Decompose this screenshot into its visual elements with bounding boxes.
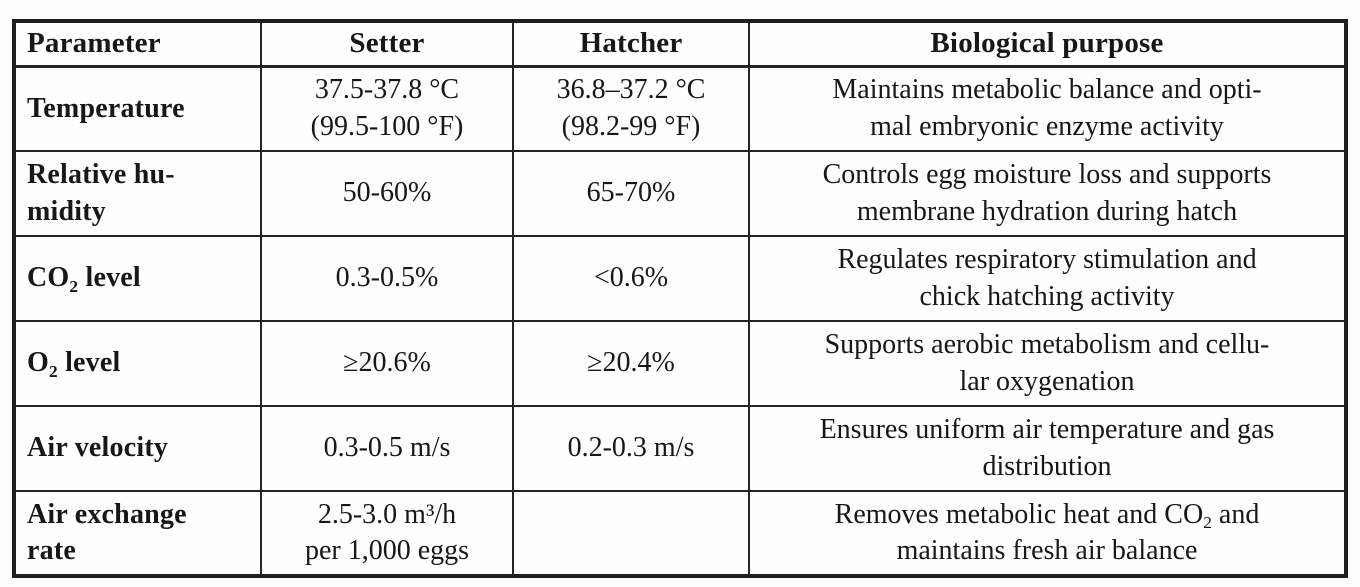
cell-hatcher: ≥20.4% [512,320,750,407]
header-row: Parameter Setter Hatcher Biological purp… [13,20,1347,68]
cell-hatcher: <0.6% [512,235,750,322]
cell-hatcher: 65-70% [512,150,750,237]
cell-parameter: CO2 level [13,235,262,322]
table-row: CO2 level 0.3-0.5% <0.6% Regulates respi… [13,235,1347,322]
cell-biological-purpose: Regulates respiratory stimulation and ch… [748,235,1347,322]
table-row: O2 level ≥20.6% ≥20.4% Supports aerobic … [13,320,1347,407]
cell-setter: 2.5-3.0 m³/h per 1,000 eggs [260,490,514,577]
column-header-setter: Setter [260,20,514,68]
cell-hatcher: 36.8–37.2 °C (98.2-99 °F) [512,65,750,152]
cell-biological-purpose: Supports aerobic metabolism and cellu- l… [748,320,1347,407]
cell-parameter: Temperature [13,65,262,152]
cell-parameter: O2 level [13,320,262,407]
cell-biological-purpose: Ensures uniform air temperature and gas … [748,405,1347,492]
table-row: Air velocity 0.3-0.5 m/s 0.2-0.3 m/s Ens… [13,405,1347,492]
column-header-hatcher: Hatcher [512,20,750,68]
cell-setter: ≥20.6% [260,320,514,407]
table-row: Air exchange rate 2.5-3.0 m³/h per 1,000… [13,490,1347,577]
cell-setter: 0.3-0.5% [260,235,514,322]
cell-setter: 50-60% [260,150,514,237]
cell-setter: 37.5-37.8 °C (99.5-100 °F) [260,65,514,152]
cell-biological-purpose: Removes metabolic heat and CO2 and maint… [748,490,1347,577]
incubation-parameters-table: Parameter Setter Hatcher Biological purp… [12,19,1348,578]
cell-parameter: Air velocity [13,405,262,492]
table-row: Temperature 37.5-37.8 °C (99.5-100 °F) 3… [13,65,1347,152]
cell-hatcher: 0.2-0.3 m/s [512,405,750,492]
table-row: Relative hu- midity 50-60% 65-70% Contro… [13,150,1347,237]
cell-biological-purpose: Controls egg moisture loss and supports … [748,150,1347,237]
table-header: Parameter Setter Hatcher Biological purp… [13,20,1347,68]
cell-hatcher [512,490,750,577]
table-body: Temperature 37.5-37.8 °C (99.5-100 °F) 3… [13,65,1347,577]
column-header-biological-purpose: Biological purpose [748,20,1347,68]
column-header-parameter: Parameter [13,20,262,68]
cell-parameter: Relative hu- midity [13,150,262,237]
cell-parameter: Air exchange rate [13,490,262,577]
cell-setter: 0.3-0.5 m/s [260,405,514,492]
cell-biological-purpose: Maintains metabolic balance and opti- ma… [748,65,1347,152]
incubation-parameters-table-container: Parameter Setter Hatcher Biological purp… [12,19,1348,578]
